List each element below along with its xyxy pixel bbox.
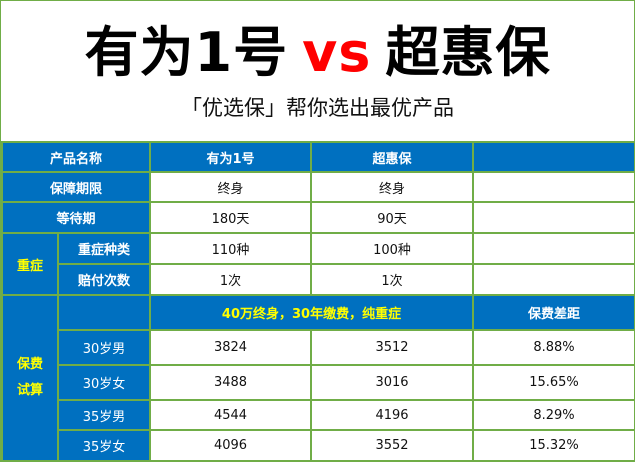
header-extra [472, 141, 635, 173]
cell-b: 3016 [310, 364, 475, 401]
cell-b: 终身 [310, 171, 475, 203]
cell-diff: 15.32% [472, 429, 635, 462]
cell-a: 110种 [149, 232, 313, 265]
table-row: 等待期 180天 90天 [0, 201, 635, 234]
cell-extra [472, 171, 635, 203]
cell-extra [472, 201, 635, 234]
row-label: 35岁女 [56, 429, 152, 462]
critical-illness-group-label: 重症 [1, 232, 59, 296]
table-row: 保障期限 终身 终身 [0, 171, 635, 203]
title-product-a: 有为1号 [84, 21, 289, 84]
cell-a: 1次 [149, 263, 313, 296]
cell-extra [472, 263, 635, 296]
cell-a: 终身 [149, 171, 313, 203]
cell-diff: 8.29% [472, 399, 635, 431]
title-product-b: 超惠保 [385, 21, 551, 84]
row-label: 重症种类 [56, 232, 152, 265]
row-label: 30岁女 [56, 364, 152, 401]
row-label: 保障期限 [0, 171, 152, 203]
row-label: 35岁男 [56, 399, 152, 431]
premium-row: 35岁男 4544 4196 8.29% [2, 399, 635, 431]
cell-b: 3512 [310, 329, 475, 366]
premium-row: 35岁女 4096 3552 15.32% [2, 429, 635, 462]
cell-extra [472, 232, 635, 265]
premium-header-empty [56, 294, 152, 331]
cell-diff: 15.65% [472, 364, 635, 401]
table-row: 赔付次数 1次 1次 [2, 263, 635, 296]
page-subtitle: 「优选保」帮你选出最优产品 [181, 96, 454, 120]
cell-a: 4096 [149, 429, 313, 462]
cell-b: 90天 [310, 201, 475, 234]
header-product-b: 超惠保 [310, 141, 475, 173]
premium-row: 30岁男 3824 3512 8.88% [2, 329, 635, 366]
page-title: 有为1号 vs 超惠保 [0, 18, 635, 88]
cell-a: 3824 [149, 329, 313, 366]
comparison-table: 产品名称 有为1号 超惠保 保障期限 终身 终身 等待期 180天 90天 重症… [0, 141, 635, 462]
premium-group-label: 保费 试算 [1, 294, 59, 462]
row-label: 等待期 [0, 201, 152, 234]
header-product-a: 有为1号 [149, 141, 313, 173]
cell-b: 1次 [310, 263, 475, 296]
cell-a: 4544 [149, 399, 313, 431]
premium-plan-description: 40万终身，30年缴费，纯重症 [149, 294, 475, 331]
cell-b: 100种 [310, 232, 475, 265]
cell-a: 3488 [149, 364, 313, 401]
table-row: 重症 重症种类 110种 100种 [1, 232, 635, 296]
row-label: 30岁男 [56, 329, 152, 366]
premium-diff-header: 保费差距 [472, 294, 635, 331]
premium-header-row: 保费试算 40万终身，30年缴费，纯重症 保费差距 [1, 294, 635, 462]
cell-a: 180天 [149, 201, 313, 234]
cell-diff: 8.88% [472, 329, 635, 366]
cell-b: 4196 [310, 399, 475, 431]
premium-row: 30岁女 3488 3016 15.65% [2, 364, 635, 401]
title-vs: vs [302, 21, 372, 84]
table-header-row: 产品名称 有为1号 超惠保 [0, 141, 635, 173]
header-label: 产品名称 [0, 141, 152, 173]
premium-group-label-line1: 保费 [16, 357, 43, 372]
cell-b: 3552 [310, 429, 475, 462]
premium-group-label-line2: 试算 [16, 383, 43, 398]
row-label: 赔付次数 [56, 263, 152, 296]
